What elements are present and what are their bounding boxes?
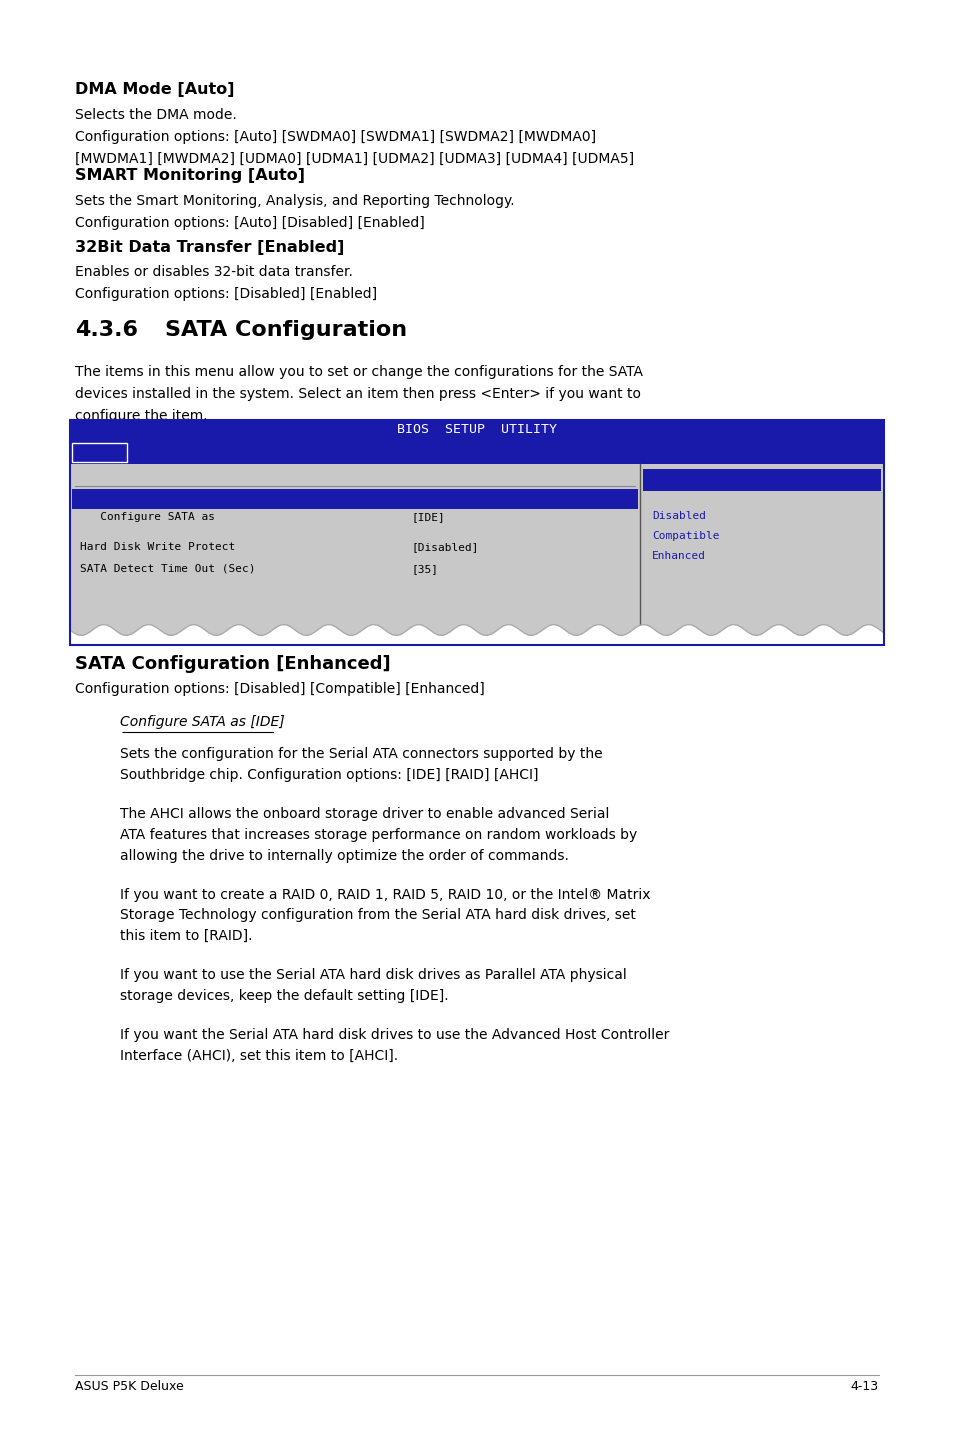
Text: SMART Monitoring [Auto]: SMART Monitoring [Auto]: [75, 168, 305, 183]
Text: this item to [RAID].: this item to [RAID].: [120, 929, 253, 943]
FancyBboxPatch shape: [70, 441, 883, 464]
Text: DMA Mode [Auto]: DMA Mode [Auto]: [75, 82, 234, 96]
Text: Sets the Smart Monitoring, Analysis, and Reporting Technology.: Sets the Smart Monitoring, Analysis, and…: [75, 194, 514, 209]
Text: Disabled: Disabled: [651, 510, 705, 521]
FancyBboxPatch shape: [70, 420, 883, 441]
Text: Main: Main: [74, 444, 102, 457]
Text: Sets the configuration for the Serial ATA connectors supported by the: Sets the configuration for the Serial AT…: [120, 746, 602, 761]
Text: 4-13: 4-13: [850, 1380, 878, 1393]
FancyBboxPatch shape: [642, 469, 880, 490]
Text: Enables or disables 32-bit data transfer.: Enables or disables 32-bit data transfer…: [75, 265, 353, 279]
Text: Configuration options: [Disabled] [Enabled]: Configuration options: [Disabled] [Enabl…: [75, 288, 376, 301]
Text: configure the item.: configure the item.: [75, 408, 208, 423]
Text: Compatible: Compatible: [651, 531, 719, 541]
Text: ATA features that increases storage performance on random workloads by: ATA features that increases storage perf…: [120, 828, 637, 841]
Text: Configuration options: [Auto] [Disabled] [Enabled]: Configuration options: [Auto] [Disabled]…: [75, 216, 424, 230]
FancyBboxPatch shape: [70, 464, 639, 486]
Text: [Enhanced]: [Enhanced]: [412, 490, 478, 500]
Text: [IDE]: [IDE]: [412, 512, 445, 522]
FancyBboxPatch shape: [71, 489, 638, 509]
Text: storage devices, keep the default setting [IDE].: storage devices, keep the default settin…: [120, 989, 448, 1004]
Text: Options: Options: [736, 472, 786, 485]
Text: If you want the Serial ATA hard disk drives to use the Advanced Host Controller: If you want the Serial ATA hard disk dri…: [120, 1028, 669, 1043]
Text: If you want to use the Serial ATA hard disk drives as Parallel ATA physical: If you want to use the Serial ATA hard d…: [120, 968, 626, 982]
Text: SATA Configuraton: SATA Configuraton: [80, 490, 194, 500]
Text: Hard Disk Write Protect: Hard Disk Write Protect: [80, 542, 235, 552]
Text: allowing the drive to internally optimize the order of commands.: allowing the drive to internally optimiz…: [120, 848, 568, 863]
Text: Storage Technology configuration from the Serial ATA hard disk drives, set: Storage Technology configuration from th…: [120, 909, 636, 922]
Text: SATA Configuration [Enhanced]: SATA Configuration [Enhanced]: [75, 654, 390, 673]
Text: Configuration options: [Auto] [SWDMA0] [SWDMA1] [SWDMA2] [MWDMA0]: Configuration options: [Auto] [SWDMA0] […: [75, 129, 596, 144]
Text: ASUS P5K Deluxe: ASUS P5K Deluxe: [75, 1380, 184, 1393]
Text: If you want to create a RAID 0, RAID 1, RAID 5, RAID 10, or the Intel® Matrix: If you want to create a RAID 0, RAID 1, …: [120, 887, 650, 902]
Text: SATA Configuration: SATA Configuration: [165, 321, 407, 339]
Polygon shape: [70, 624, 883, 636]
Text: Configuration options: [Disabled] [Compatible] [Enhanced]: Configuration options: [Disabled] [Compa…: [75, 682, 484, 696]
FancyBboxPatch shape: [71, 443, 127, 462]
Text: [MWDMA1] [MWDMA2] [UDMA0] [UDMA1] [UDMA2] [UDMA3] [UDMA4] [UDMA5]: [MWDMA1] [MWDMA2] [UDMA0] [UDMA1] [UDMA2…: [75, 152, 634, 165]
Text: Configure SATA as: Configure SATA as: [80, 512, 214, 522]
Text: BIOS  SETUP  UTILITY: BIOS SETUP UTILITY: [396, 423, 557, 436]
FancyBboxPatch shape: [639, 464, 883, 630]
Polygon shape: [70, 624, 883, 640]
Text: devices installed in the system. Select an item then press <Enter> if you want t: devices installed in the system. Select …: [75, 387, 640, 401]
Text: Configure SATA as [IDE]: Configure SATA as [IDE]: [120, 715, 284, 729]
Text: Southbridge chip. Configuration options: [IDE] [RAID] [AHCI]: Southbridge chip. Configuration options:…: [120, 768, 537, 782]
Text: Interface (AHCI), set this item to [AHCI].: Interface (AHCI), set this item to [AHCI…: [120, 1048, 397, 1063]
Text: [Disabled]: [Disabled]: [412, 542, 478, 552]
Text: 4.3.6: 4.3.6: [75, 321, 138, 339]
FancyBboxPatch shape: [70, 464, 639, 630]
Text: Selects the DMA mode.: Selects the DMA mode.: [75, 108, 236, 122]
Text: The AHCI allows the onboard storage driver to enable advanced Serial: The AHCI allows the onboard storage driv…: [120, 807, 609, 821]
Text: Enhanced: Enhanced: [651, 551, 705, 561]
Text: [35]: [35]: [412, 564, 438, 574]
Text: SATA Detect Time Out (Sec): SATA Detect Time Out (Sec): [80, 564, 255, 574]
Text: SATA Configuration: SATA Configuration: [80, 466, 208, 479]
Text: The items in this menu allow you to set or change the configurations for the SAT: The items in this menu allow you to set …: [75, 365, 642, 380]
Text: 32Bit Data Transfer [Enabled]: 32Bit Data Transfer [Enabled]: [75, 240, 344, 255]
